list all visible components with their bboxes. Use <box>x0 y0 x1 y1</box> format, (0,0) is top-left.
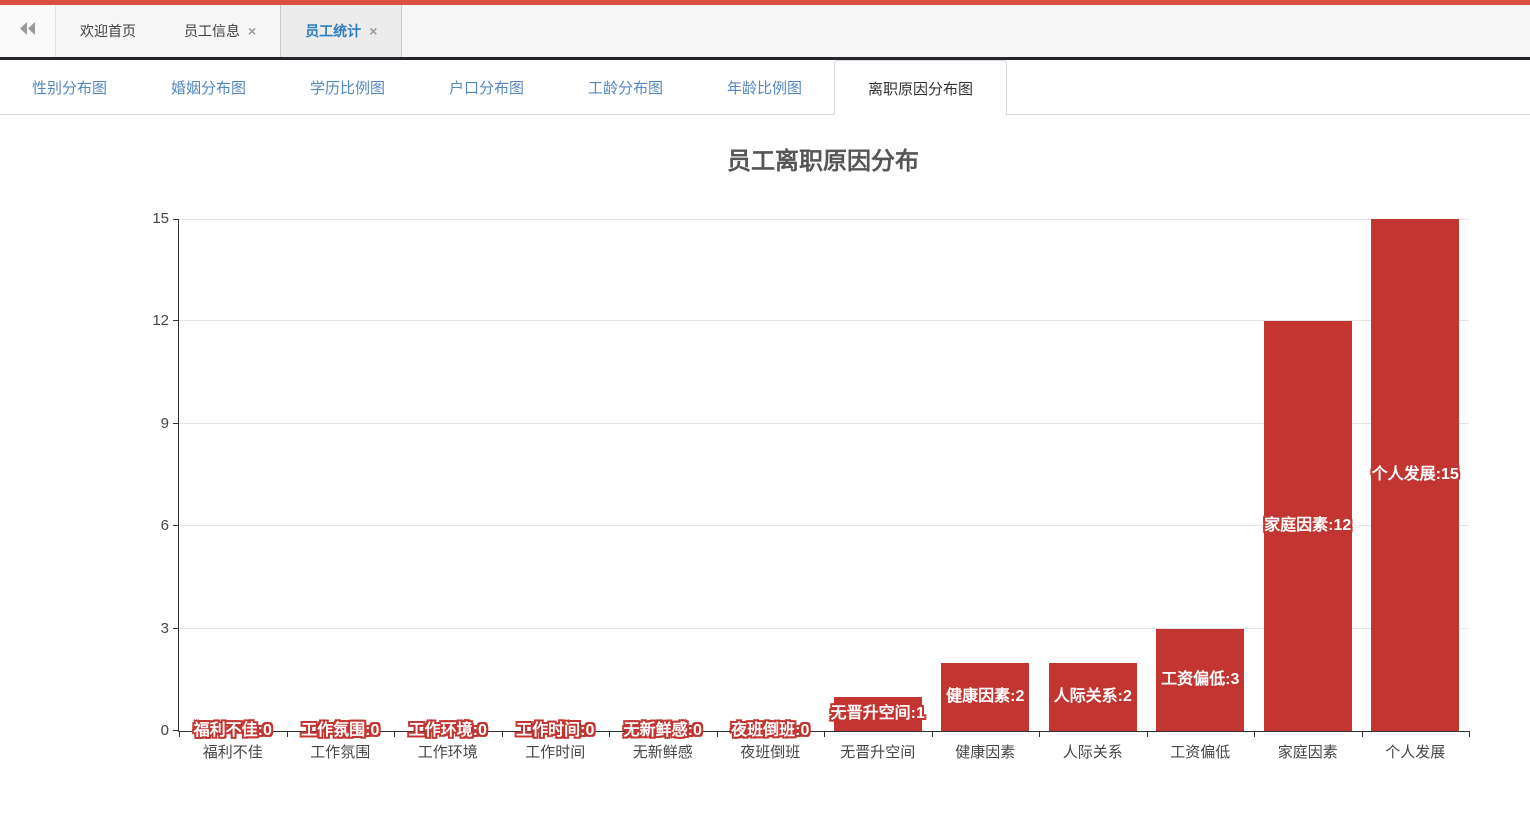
x-axis-tick <box>394 731 395 737</box>
x-axis-tick <box>1254 731 1255 737</box>
collapse-tabs-button[interactable] <box>0 5 56 57</box>
x-axis-category-label: 工资偏低 <box>1170 744 1231 761</box>
plot-area[interactable]: 0 3 6 9 12 15 福利不佳:0 福利不佳 工作氛围:0 工作氛围 工作环境:0 工作环境 工作… <box>152 210 1470 761</box>
chart-nav-tab[interactable]: 婚姻分布图 <box>170 79 246 97</box>
chart-title: 员工离职原因分布 <box>727 148 919 175</box>
y-axis-tick <box>173 525 179 527</box>
top-tab[interactable]: 欢迎首页 <box>56 5 160 57</box>
y-axis-tick-label: 3 <box>160 619 169 637</box>
y-axis-tick <box>173 422 179 424</box>
x-axis-tick <box>1039 731 1040 737</box>
top-tab-list: 欢迎首页 员工信息 × 员工统计 × <box>56 5 403 57</box>
bar[interactable] <box>833 697 922 731</box>
x-axis-category-label: 个人发展 <box>1385 744 1446 761</box>
bar-value-label: 无晋升空间:1 <box>830 705 925 722</box>
chart-region: 员工离职原因分布 0 3 6 9 12 15 福利不佳:0 福利不佳 工作氛围:0 工作氛围 工作环… <box>0 115 1530 837</box>
x-axis-category-label: 无新鲜感 <box>632 744 693 761</box>
x-axis-category-label: 工作氛围 <box>310 744 371 761</box>
chart-nav-tab[interactable]: 工龄分布图 <box>587 79 663 97</box>
x-axis-category-label: 工作时间 <box>525 744 586 761</box>
x-axis-category-label: 健康因素 <box>955 744 1016 761</box>
x-axis-tick <box>716 731 718 737</box>
x-axis-tick <box>931 731 933 737</box>
top-accent-strip <box>0 0 1530 5</box>
bar[interactable] <box>1156 629 1245 731</box>
x-axis-tick <box>1469 731 1470 737</box>
bar-value-label: 人际关系:2 <box>1053 688 1132 705</box>
chart-nav-tab[interactable]: 年龄比例图 <box>726 79 802 97</box>
x-axis-tick <box>179 731 180 737</box>
bar-value-label: 夜班倒班:0 <box>731 722 810 739</box>
y-axis-tick-label: 15 <box>152 210 169 227</box>
top-tab-label: 员工统计 <box>305 23 362 39</box>
x-axis-tick <box>824 731 825 737</box>
top-tab-label: 欢迎首页 <box>80 23 136 39</box>
bar-value-label: 工作时间:0 <box>516 722 595 739</box>
x-axis-category-label: 福利不佳 <box>202 744 263 761</box>
gridline <box>179 525 1469 527</box>
x-axis-tick <box>1361 731 1363 737</box>
bar-value-label: 个人发展:15 <box>1371 466 1459 483</box>
bar-value-label: 健康因素:2 <box>946 688 1025 705</box>
y-axis-tick <box>173 730 179 731</box>
top-tab-bar: 欢迎首页 员工信息 × 员工统计 × <box>0 5 1530 60</box>
bar-value-label: 工作环境:0 <box>408 722 487 739</box>
y-axis-tick <box>173 320 179 322</box>
x-axis-category-label: 工作环境 <box>417 744 478 761</box>
y-axis-tick-label: 0 <box>160 722 169 739</box>
x-axis-category-label: 夜班倒班 <box>740 744 801 761</box>
bar[interactable] <box>1048 663 1137 731</box>
x-axis-category-label: 家庭因素 <box>1277 744 1338 761</box>
x-axis-tick <box>501 731 503 737</box>
chart-nav-tab[interactable]: 性别分布图 <box>31 79 107 97</box>
top-tab[interactable]: 员工信息 × <box>160 5 280 57</box>
y-axis-tick-label: 6 <box>160 517 169 535</box>
bar[interactable] <box>1263 321 1352 731</box>
gridline <box>179 219 1469 220</box>
bar-value-label: 家庭因素:12 <box>1264 517 1352 534</box>
top-tab-label: 员工信息 <box>184 23 240 39</box>
close-tab-icon[interactable]: × <box>248 23 257 39</box>
chart-nav-tab[interactable]: 户口分布图 <box>448 79 524 97</box>
bar-value-label: 无新鲜感:0 <box>623 722 702 739</box>
x-axis-category-label: 人际关系 <box>1062 744 1123 761</box>
y-axis-tick <box>173 627 179 629</box>
bar-value-label: 福利不佳:0 <box>193 722 272 739</box>
x-axis-tick <box>286 731 288 737</box>
y-axis-tick-label: 9 <box>160 414 169 432</box>
y-axis-tick <box>173 219 179 220</box>
chart-nav-tab[interactable]: 学历比例图 <box>309 79 385 97</box>
gridline <box>179 320 1469 322</box>
gridline <box>179 422 1469 424</box>
x-axis-category-label: 无晋升空间 <box>840 744 916 761</box>
y-axis-tick-label: 12 <box>152 312 169 330</box>
top-tab[interactable]: 员工统计 × <box>280 5 403 57</box>
close-tab-icon[interactable]: × <box>369 23 378 39</box>
double-left-arrow-icon <box>19 22 36 40</box>
chart-nav-tab-active[interactable]: 离职原因分布图 <box>834 60 1008 115</box>
bar[interactable] <box>1371 219 1460 731</box>
chart-type-nav: 性别分布图 婚姻分布图 学历比例图 户口分布图 工龄分布图 年龄比例图 离职原因分布图 <box>0 60 1530 115</box>
bar-value-label: 工作氛围:0 <box>301 722 380 739</box>
x-axis-tick <box>609 731 610 737</box>
bar[interactable] <box>941 663 1030 731</box>
bar-value-label: 工资偏低:3 <box>1161 671 1240 688</box>
gridline <box>179 627 1469 629</box>
x-axis-tick <box>1146 731 1148 737</box>
